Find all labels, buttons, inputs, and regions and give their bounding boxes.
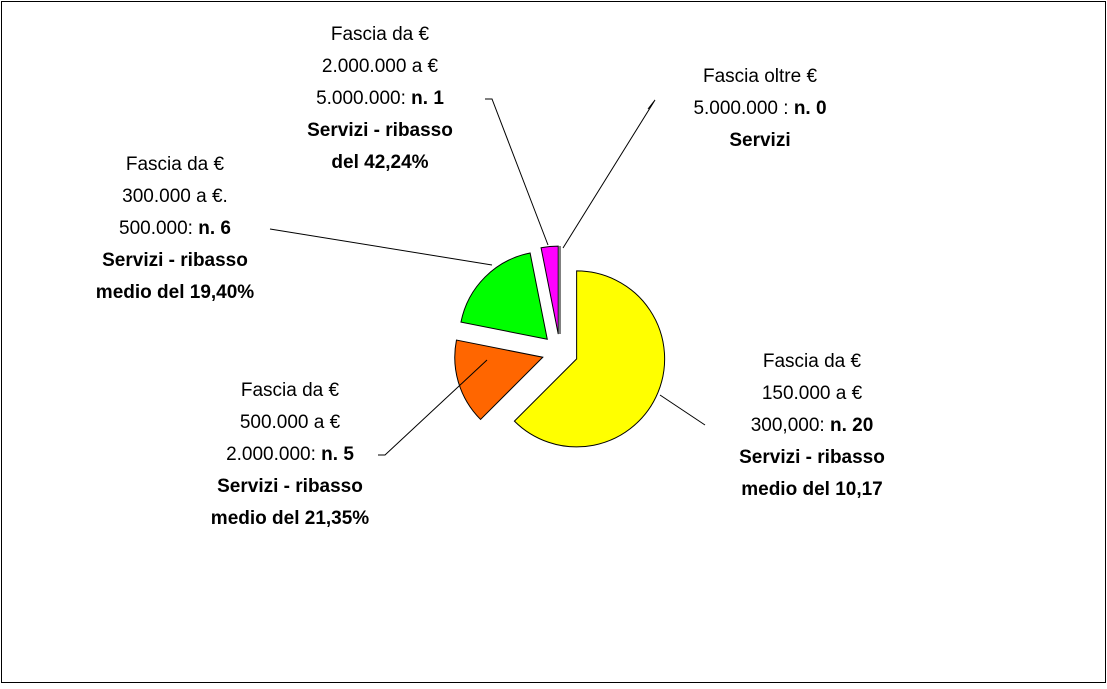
slice-label: 500.000 a €: [240, 412, 341, 433]
slice-label: del 42,24%: [331, 152, 428, 173]
leader-line: [485, 98, 549, 246]
label-text: Fascia da €: [331, 24, 430, 45]
slice-label: Fascia oltre €: [703, 66, 817, 87]
label-text: Fascia oltre €: [703, 66, 817, 87]
label-text: 300.000 a €.: [122, 186, 228, 207]
value-label: n. 20: [830, 415, 873, 436]
slice-label: 5.000.000 : n. 0: [693, 98, 826, 119]
label-text: 5.000.000:: [316, 88, 406, 109]
pie-slice: [454, 339, 544, 421]
label-text: Fascia da €: [126, 154, 225, 175]
slice-label: 300.000 a €.: [122, 186, 228, 207]
slice-label: 150.000 a €: [762, 383, 863, 404]
label-text: 5.000.000 :: [693, 98, 788, 119]
label-text: 2.000.000:: [226, 444, 316, 465]
label-text: 2.000.000 a €: [322, 56, 439, 77]
label-text: 150.000 a €: [762, 383, 863, 404]
slice-label: Fascia da €: [763, 351, 862, 372]
slice-label: 2.000.000 a €: [322, 56, 439, 77]
label-text: Fascia da €: [241, 380, 340, 401]
slice-label: Fascia da €: [331, 24, 430, 45]
leader-line: [562, 99, 656, 249]
slice-label: Servizi - ribasso: [102, 250, 248, 271]
leader-line: [378, 359, 488, 456]
slice-label: 300,000: n. 20: [751, 415, 874, 436]
pie-slice: [460, 252, 548, 340]
slice-label: medio del 19,40%: [96, 282, 255, 303]
pie-slice: [540, 245, 559, 335]
slice-label: 2.000.000: n. 5: [226, 444, 354, 465]
label-text: 300,000:: [751, 415, 825, 436]
value-label: n. 5: [321, 444, 354, 465]
value-label: n. 0: [794, 98, 827, 119]
slice-label: 500.000: n. 6: [119, 218, 231, 239]
leader-line: [659, 394, 706, 426]
slice-label: medio del 21,35%: [211, 508, 370, 529]
label-text: 500.000 a €: [240, 412, 341, 433]
slice-label: Servizi - ribasso: [307, 120, 453, 141]
pie-slice: [513, 270, 666, 448]
slice-label: Servizi: [729, 130, 790, 151]
label-text: 500.000:: [119, 218, 193, 239]
slice-label: Servizi - ribasso: [739, 447, 885, 468]
label-text: Fascia da €: [763, 351, 862, 372]
value-label: n. 1: [411, 88, 444, 109]
slice-label: medio del 10,17: [741, 479, 883, 500]
slice-label: Fascia da €: [126, 154, 225, 175]
slice-label: Fascia da €: [241, 380, 340, 401]
value-label: n. 6: [198, 218, 231, 239]
slice-label: 5.000.000: n. 1: [316, 88, 444, 109]
leader-line: [269, 228, 493, 266]
slice-label: Servizi - ribasso: [217, 476, 363, 497]
